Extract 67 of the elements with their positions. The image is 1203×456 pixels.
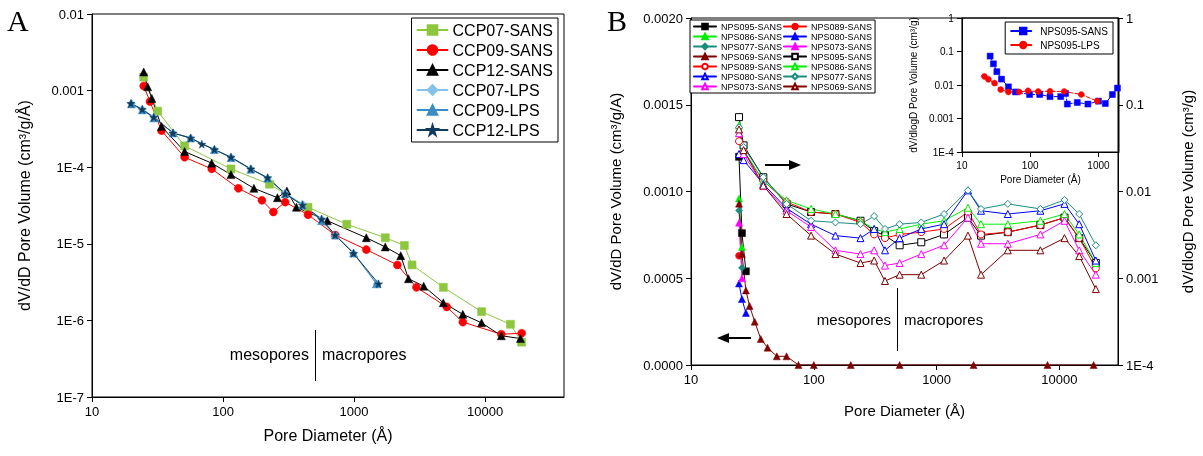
y2-axis-title: dV/dD Pore Volume (cm³/g/A) [607,92,624,291]
annotation: macropores [904,310,984,328]
y-tick-label: 0.1 [940,46,955,57]
x-tick-label: 1000 [1087,159,1111,171]
legend-label: NPS089-SANS [721,61,783,72]
legend-label: NPS086-SANS [811,61,873,72]
legend-label: NPS095-SANS [811,51,873,62]
legend-label: NPS069-SANS [811,81,873,92]
x-tick-label: 1000 [922,372,952,387]
y2-tick-label: 0.0020 [643,10,683,26]
y-axis-title: dV/dD Pore Volume (cm³/g/Å) [14,100,33,311]
y-tick-label: 0.01 [934,79,955,91]
annotation: macropores [322,345,407,364]
x-tick-label: 10 [683,372,699,387]
x-tick-label: 10000 [467,404,504,419]
y-tick-label: 1E-5 [56,236,84,252]
legend-label: NPS077-SANS [811,71,873,82]
legend-label: CCP07-SANS [452,21,554,39]
x-axis-title: Pore Diameter (Å) [1000,173,1081,186]
y-axis-title: dV/dlogD Pore Volume (cm³/g) [907,17,919,153]
legend-label: NPS086-SANS [721,31,783,42]
chart-title: B [607,3,628,37]
legend-label: NPS080-SANS [811,31,873,42]
legend-label: CCP07-LPS [452,81,540,99]
annotation: mesopores [816,310,891,328]
x-tick-label: 10000 [1041,372,1078,387]
legend-label: NPS073-SANS [721,81,783,92]
legend-label: NPS095-LPS [1040,39,1100,51]
x-tick-label: 10 [956,159,968,171]
x-tick-label: 100 [802,372,825,387]
x-tick-label: 100 [1021,159,1039,171]
y-tick-label: 0.01 [1126,184,1152,199]
y-tick-label: 1E-6 [56,312,84,328]
legend-label: CCP12-LPS [452,121,540,139]
y-axis-title: dV/dlogD Pore Volume (cm³/g) [1179,89,1196,294]
x-axis-title: Pore Diameter (Å) [263,425,393,444]
legend-label: CCP12-SANS [452,61,554,79]
y-tick-label: 0.001 [51,83,84,99]
legend-label: NPS089-SANS [811,21,873,32]
x-tick-label: 1000 [339,404,369,419]
legend-label: NPS095-SANS [1040,25,1109,37]
y-tick-label: 0.01 [58,6,84,22]
chart-title: A [7,3,29,37]
x-tick-label: 100 [212,404,234,419]
annotation: mesopores [229,345,309,364]
y-tick-label: 1 [1126,10,1134,26]
y-tick-label: 0.001 [1126,270,1159,286]
x-tick-label: 10 [84,404,100,419]
legend-label: NPS069-SANS [721,51,783,62]
y2-tick-label: 0.0015 [643,97,683,113]
y-tick-label: 1 [948,12,955,24]
legend-label: NPS080-SANS [721,71,783,82]
y2-tick-label: 0.0005 [643,270,683,286]
legend-label: NPS073-SANS [811,41,873,52]
legend-label: NPS095-SANS [721,21,783,32]
y2-tick-label: 0.0000 [643,357,683,373]
y-tick-label: 0.001 [928,113,955,124]
y-tick-label: 0.1 [1126,97,1145,113]
legend-label: NPS077-SANS [721,41,783,52]
legend-label: CCP09-LPS [452,101,540,119]
y-tick-label: 1E-7 [56,389,84,405]
y-tick-label: 1E-4 [932,146,955,158]
x-axis-title: Pore Diameter (Å) [844,402,965,419]
y-tick-label: 1E-4 [56,159,84,175]
legend-label: CCP09-SANS [452,41,554,59]
y2-tick-label: 0.0010 [643,184,683,199]
y-tick-label: 1E-4 [1126,357,1154,373]
